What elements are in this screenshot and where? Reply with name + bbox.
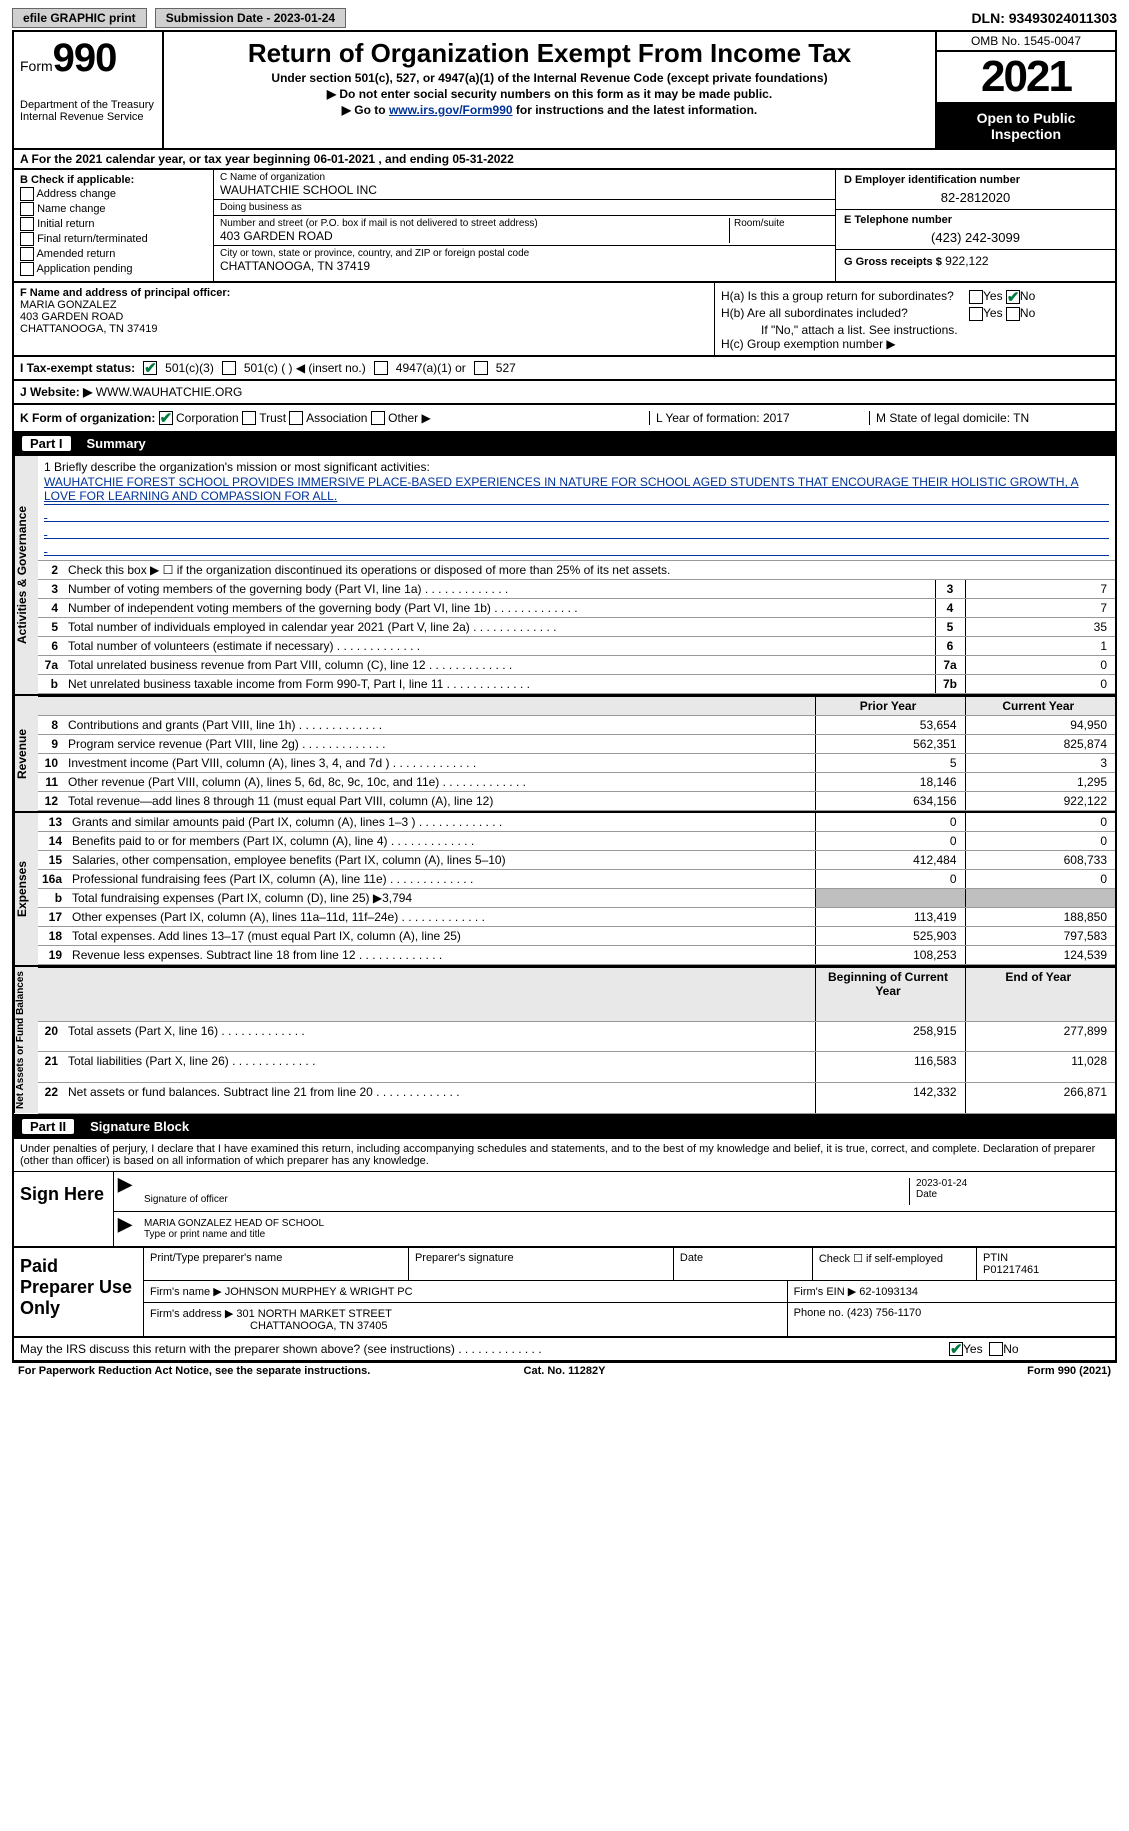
sidetab-expenses: Expenses bbox=[14, 813, 38, 965]
section-expenses: Expenses 13Grants and similar amounts pa… bbox=[12, 813, 1117, 967]
dln: DLN: 93493024011303 bbox=[971, 10, 1117, 26]
form-subtitle-2: ▶ Do not enter social security numbers o… bbox=[172, 87, 927, 101]
row-i-tax-status: I Tax-exempt status: 501(c)(3) 501(c) ( … bbox=[12, 357, 1117, 381]
website: WWW.WAUHATCHIE.ORG bbox=[96, 385, 243, 399]
signer-name: MARIA GONZALEZ HEAD OF SCHOOL bbox=[144, 1218, 1109, 1229]
box-h: H(a) Is this a group return for subordin… bbox=[715, 283, 1115, 355]
firm-phone: (423) 756-1170 bbox=[847, 1307, 921, 1319]
mission-text: WAUHATCHIE FOREST SCHOOL PROVIDES IMMERS… bbox=[44, 474, 1109, 505]
section-net-assets: Net Assets or Fund Balances Beginning of… bbox=[12, 967, 1117, 1115]
tax-year: 2021 bbox=[937, 52, 1115, 104]
dept-label: Department of the Treasury Internal Reve… bbox=[20, 99, 156, 123]
row-j-website: J Website: ▶ WWW.WAUHATCHIE.ORG bbox=[12, 381, 1117, 405]
submission-date: Submission Date - 2023-01-24 bbox=[155, 8, 346, 28]
sidetab-activities: Activities & Governance bbox=[14, 456, 38, 694]
bottom-question: May the IRS discuss this return with the… bbox=[12, 1338, 1117, 1363]
form-subtitle-1: Under section 501(c), 527, or 4947(a)(1)… bbox=[172, 71, 927, 85]
form-label: Form bbox=[20, 58, 53, 74]
form-title: Return of Organization Exempt From Incom… bbox=[172, 38, 927, 69]
officer-name: MARIA GONZALEZ bbox=[20, 299, 708, 311]
ptin: P01217461 bbox=[983, 1264, 1109, 1276]
paid-preparer-block: Paid Preparer Use Only Print/Type prepar… bbox=[12, 1248, 1117, 1338]
form-header: Form990 Department of the Treasury Inter… bbox=[12, 32, 1117, 150]
expenses-table: 13Grants and similar amounts paid (Part … bbox=[38, 813, 1115, 965]
section-fh: F Name and address of principal officer:… bbox=[12, 283, 1117, 357]
box-b: B Check if applicable: Address change Na… bbox=[14, 170, 214, 281]
penalty-text: Under penalties of perjury, I declare th… bbox=[14, 1139, 1115, 1172]
gov-table: 2Check this box ▶ ☐ if the organization … bbox=[38, 561, 1115, 694]
box-deg: D Employer identification number 82-2812… bbox=[835, 170, 1115, 281]
omb-number: OMB No. 1545-0047 bbox=[937, 32, 1115, 52]
phone: (423) 242-3099 bbox=[844, 230, 1107, 245]
sign-here-label: Sign Here bbox=[14, 1172, 114, 1246]
row-klm: K Form of organization: Corporation Trus… bbox=[12, 405, 1117, 434]
part-2-header: Part II Signature Block bbox=[12, 1116, 1117, 1139]
box-c: C Name of organization WAUHATCHIE SCHOOL… bbox=[214, 170, 835, 281]
top-bar: efile GRAPHIC print Submission Date - 20… bbox=[12, 8, 1117, 32]
row-a-calendar: A For the 2021 calendar year, or tax yea… bbox=[12, 150, 1117, 170]
form-subtitle-3: ▶ Go to www.irs.gov/Form990 for instruct… bbox=[172, 103, 927, 117]
org-street: 403 GARDEN ROAD bbox=[220, 229, 729, 243]
page-footer: For Paperwork Reduction Act Notice, see … bbox=[12, 1362, 1117, 1379]
section-bcdeg: B Check if applicable: Address change Na… bbox=[12, 170, 1117, 283]
paid-preparer-label: Paid Preparer Use Only bbox=[14, 1248, 144, 1336]
open-inspection: Open to Public Inspection bbox=[937, 104, 1115, 148]
state-domicile: M State of legal domicile: TN bbox=[869, 411, 1109, 426]
sidetab-net-assets: Net Assets or Fund Balances bbox=[14, 967, 38, 1113]
year-formation: L Year of formation: 2017 bbox=[649, 411, 869, 426]
org-name: WAUHATCHIE SCHOOL INC bbox=[220, 183, 829, 197]
net-assets-table: Beginning of Current YearEnd of Year 20T… bbox=[38, 967, 1115, 1113]
org-city: CHATTANOOGA, TN 37419 bbox=[220, 259, 829, 273]
sidetab-revenue: Revenue bbox=[14, 696, 38, 811]
signature-block: Under penalties of perjury, I declare th… bbox=[12, 1139, 1117, 1248]
firm-ein: 62-1093134 bbox=[859, 1286, 918, 1298]
irs-link[interactable]: www.irs.gov/Form990 bbox=[389, 103, 513, 117]
box-f: F Name and address of principal officer:… bbox=[14, 283, 715, 355]
sign-date: 2023-01-24 bbox=[916, 1178, 1109, 1189]
form-number: 990 bbox=[53, 36, 117, 80]
section-revenue: Revenue Prior YearCurrent Year 8Contribu… bbox=[12, 696, 1117, 813]
gross-receipts: 922,122 bbox=[945, 254, 988, 268]
efile-print-button[interactable]: efile GRAPHIC print bbox=[12, 8, 147, 28]
revenue-table: Prior YearCurrent Year 8Contributions an… bbox=[38, 696, 1115, 811]
mission-block: 1 Briefly describe the organization's mi… bbox=[38, 456, 1115, 561]
ein: 82-2812020 bbox=[844, 190, 1107, 205]
part-1-header: Part I Summary bbox=[12, 433, 1117, 456]
firm-name: JOHNSON MURPHEY & WRIGHT PC bbox=[225, 1286, 413, 1298]
section-activities-gov: Activities & Governance 1 Briefly descri… bbox=[12, 456, 1117, 696]
